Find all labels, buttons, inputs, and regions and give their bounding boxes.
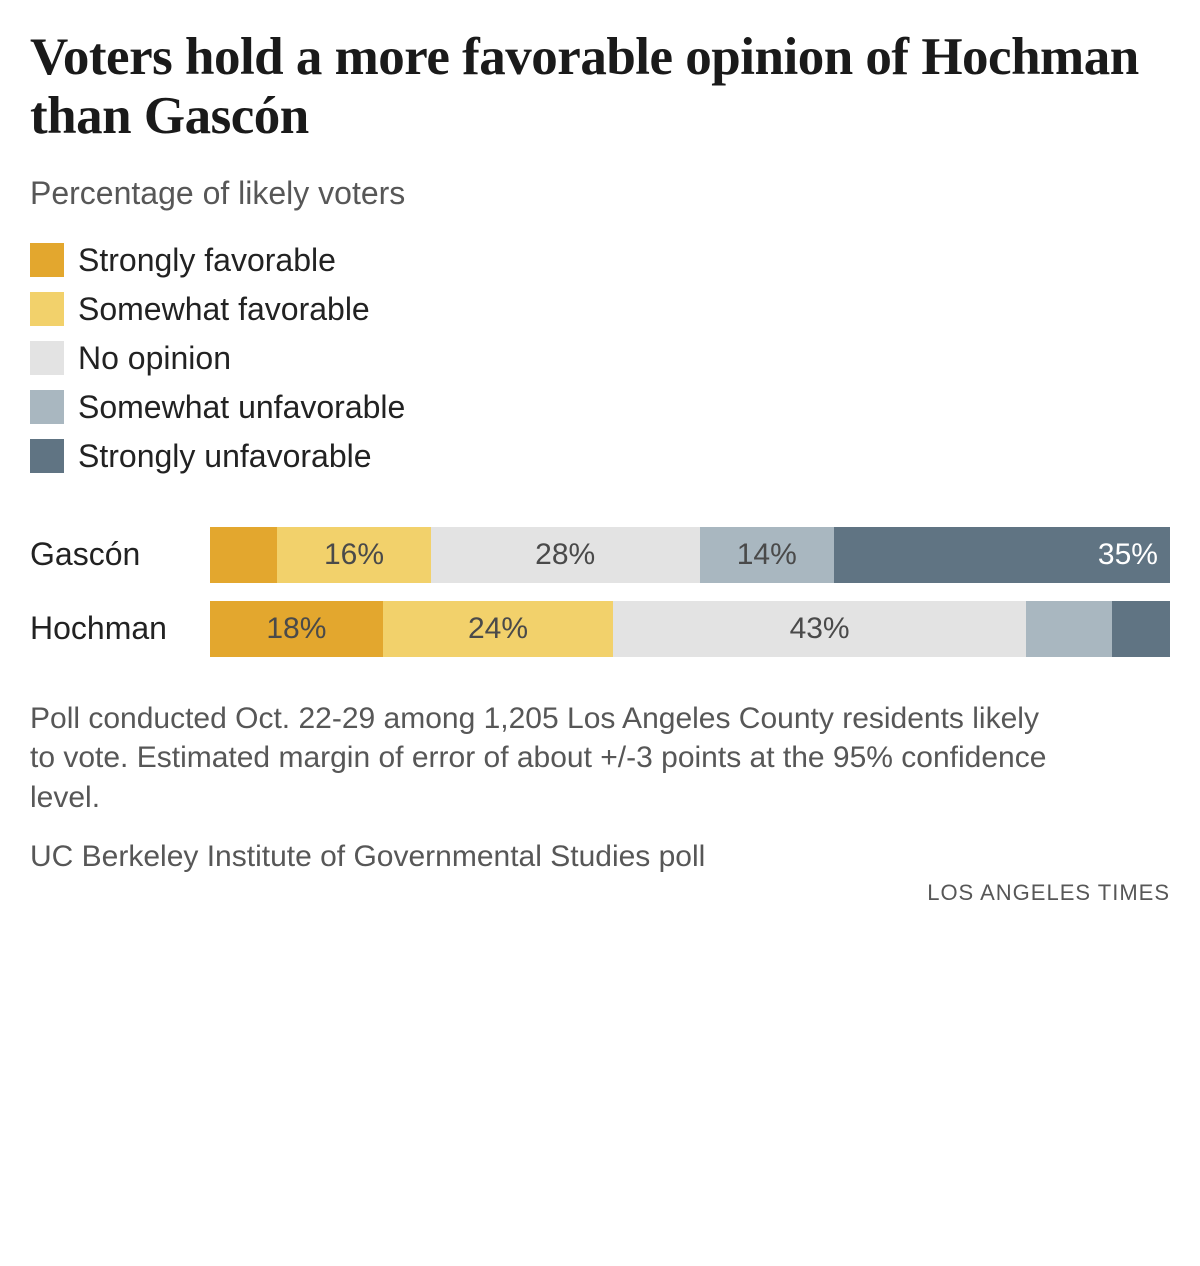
legend-label: No opinion — [78, 340, 231, 377]
legend-item: Strongly unfavorable — [30, 438, 1170, 475]
bar-row-label: Hochman — [30, 610, 210, 647]
legend-swatch — [30, 390, 64, 424]
stacked-bar-chart: Gascón16%28%14%35%Hochman18%24%43% — [30, 527, 1170, 657]
legend-item: Strongly favorable — [30, 242, 1170, 279]
chart-subtitle: Percentage of likely voters — [30, 175, 1170, 212]
bar-row: Gascón16%28%14%35% — [30, 527, 1170, 583]
bar-segment: 28% — [431, 527, 700, 583]
bar-segment: 14% — [700, 527, 834, 583]
source-line: UC Berkeley Institute of Governmental St… — [30, 840, 1170, 874]
legend-label: Strongly favorable — [78, 242, 336, 279]
legend-label: Somewhat unfavorable — [78, 389, 405, 426]
stacked-bar: 18%24%43% — [210, 601, 1170, 657]
bar-segment: 35% — [834, 527, 1170, 583]
chart-title: Voters hold a more favorable opinion of … — [30, 28, 1170, 147]
legend-item: Somewhat favorable — [30, 291, 1170, 328]
bar-segment — [1026, 601, 1112, 657]
footnote: Poll conducted Oct. 22-29 among 1,205 Lo… — [30, 699, 1050, 818]
bar-segment: 18% — [210, 601, 383, 657]
stacked-bar: 16%28%14%35% — [210, 527, 1170, 583]
legend-swatch — [30, 243, 64, 277]
legend-swatch — [30, 292, 64, 326]
legend-label: Somewhat favorable — [78, 291, 370, 328]
bar-row: Hochman18%24%43% — [30, 601, 1170, 657]
legend-swatch — [30, 439, 64, 473]
legend-label: Strongly unfavorable — [78, 438, 372, 475]
bar-segment: 16% — [277, 527, 431, 583]
bar-segment: 43% — [613, 601, 1026, 657]
legend-item: Somewhat unfavorable — [30, 389, 1170, 426]
bar-segment — [1112, 601, 1170, 657]
bar-segment — [210, 527, 277, 583]
bar-row-label: Gascón — [30, 536, 210, 573]
legend: Strongly favorable Somewhat favorable No o… — [30, 242, 1170, 475]
bar-segment: 24% — [383, 601, 613, 657]
credit-line: LOS ANGELES TIMES — [30, 880, 1170, 906]
legend-item: No opinion — [30, 340, 1170, 377]
legend-swatch — [30, 341, 64, 375]
